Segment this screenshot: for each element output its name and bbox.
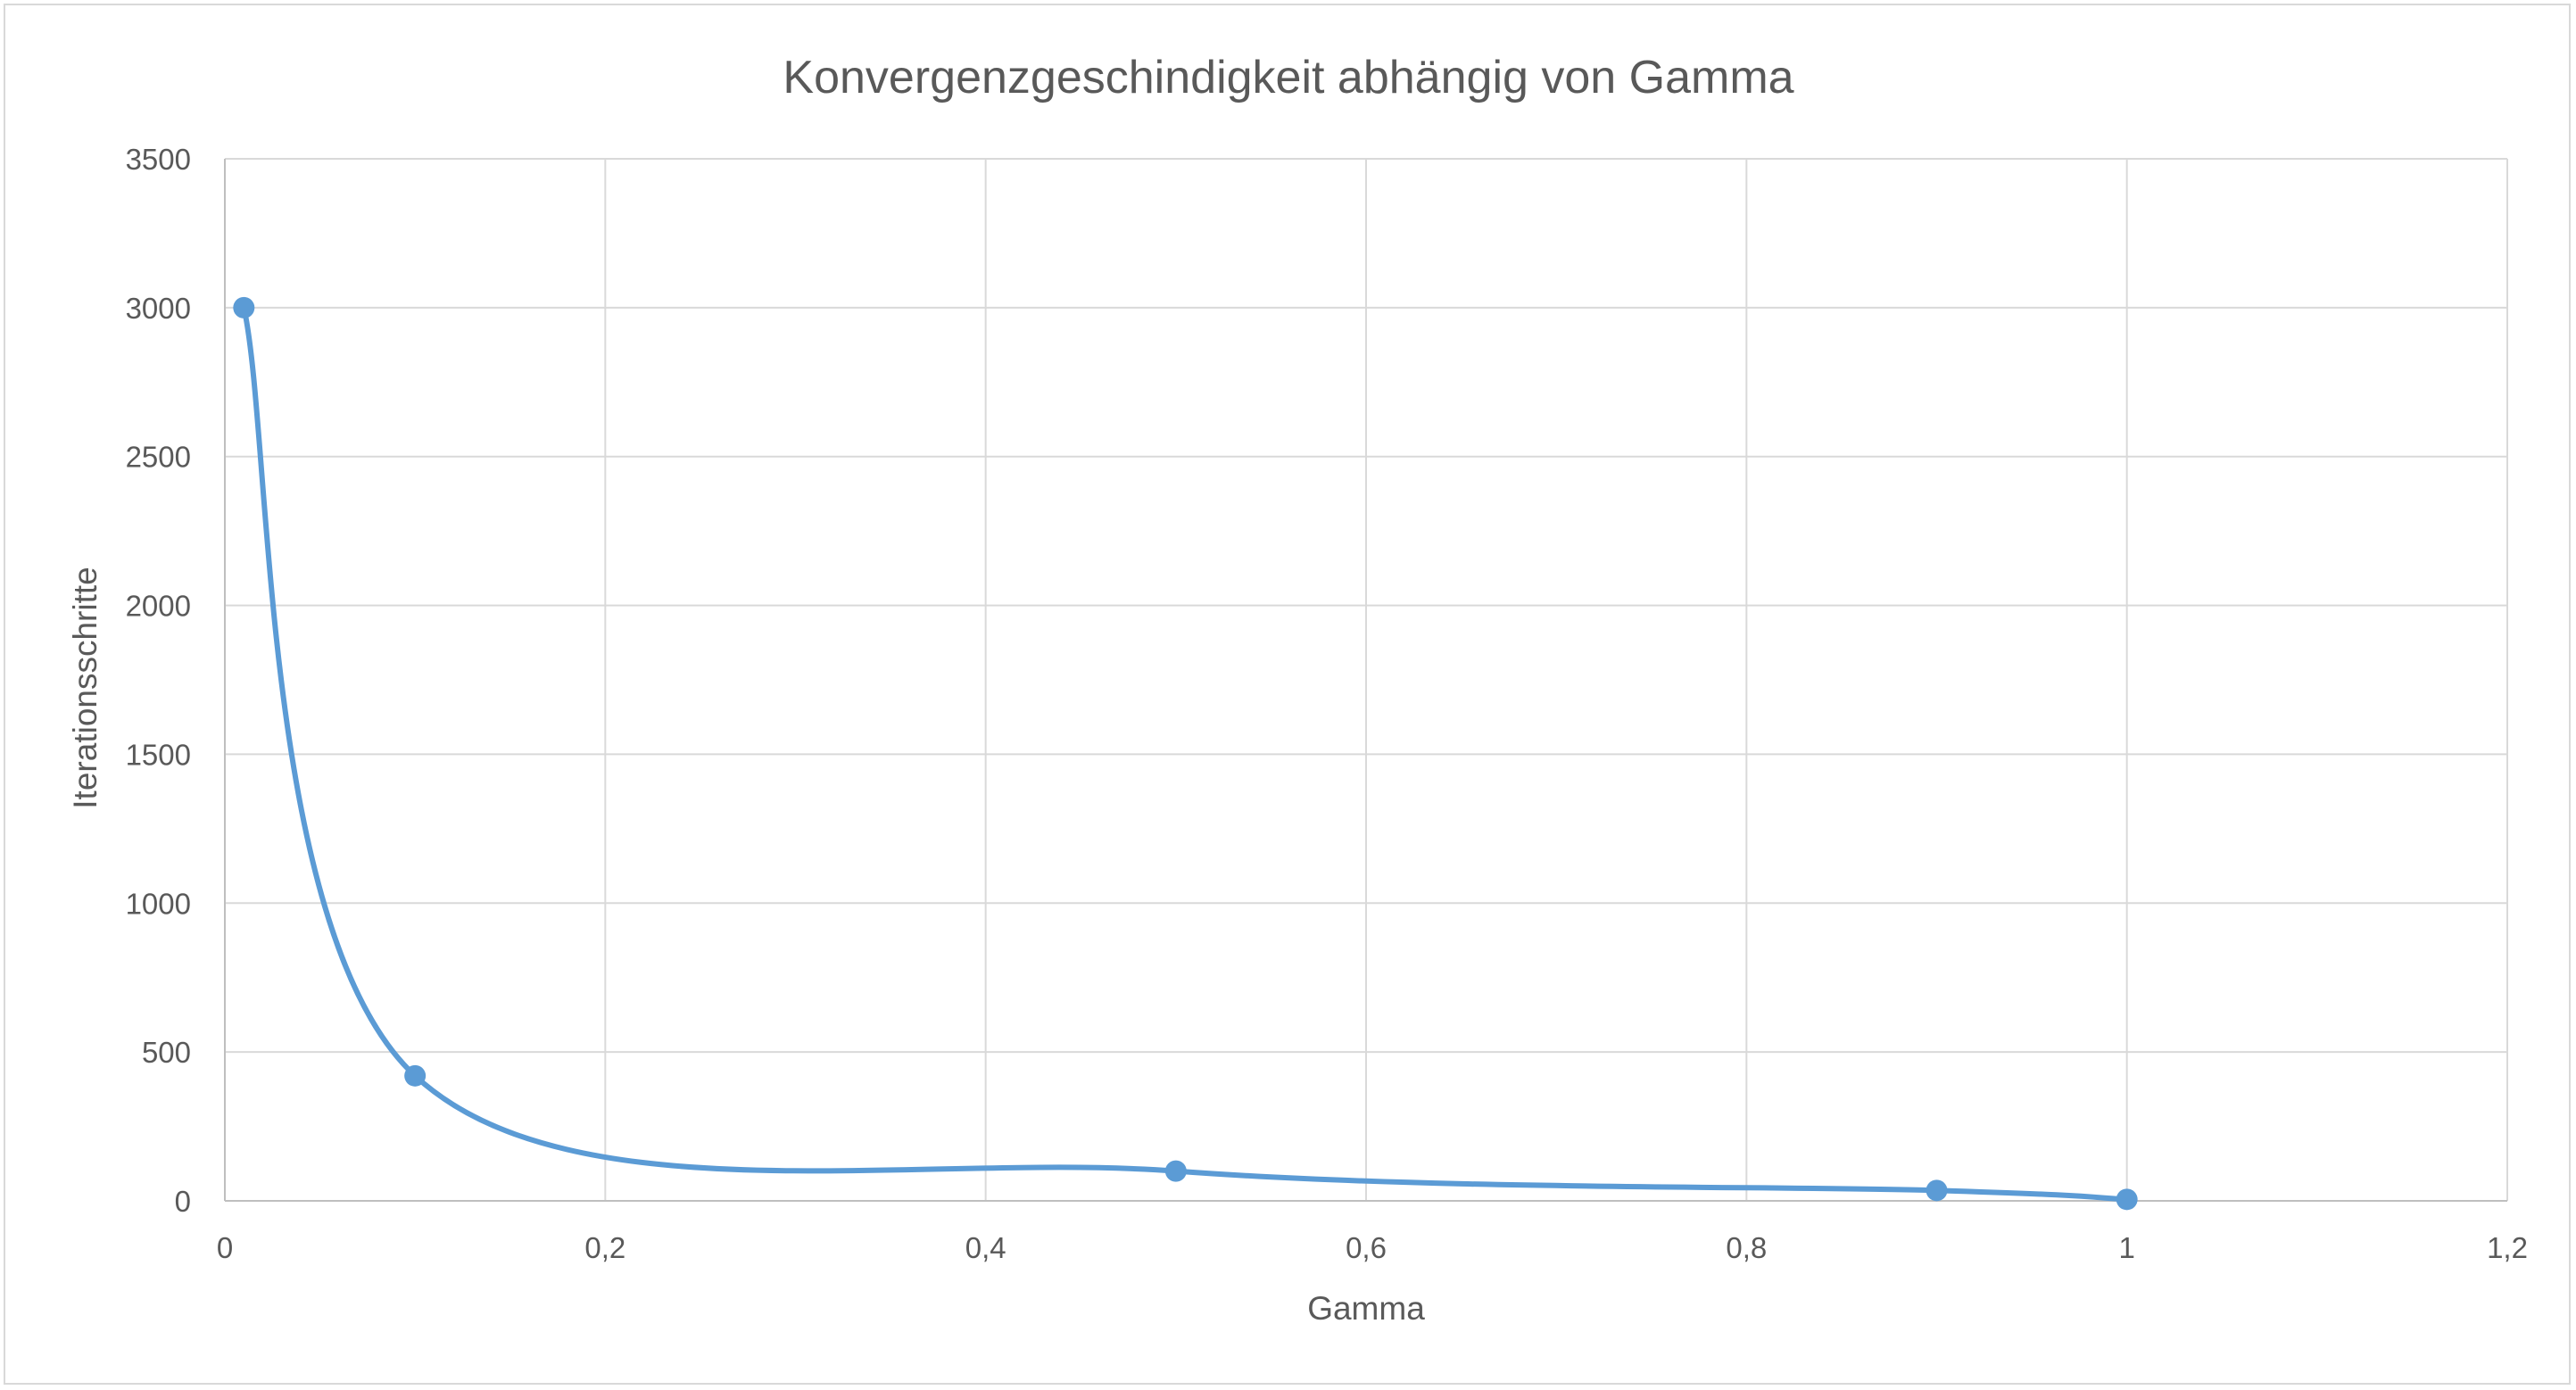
x-tick-label: 0,4 [965, 1231, 1006, 1264]
y-tick-label: 3500 [126, 143, 191, 176]
x-axis-title: Gamma [1307, 1290, 1425, 1327]
data-point [2116, 1188, 2138, 1211]
x-tick-label: 1,2 [2487, 1231, 2528, 1264]
x-tick-label: 1 [2118, 1231, 2134, 1264]
data-point [1164, 1160, 1187, 1182]
data-point [233, 296, 255, 319]
series-layer [233, 296, 2138, 1211]
y-tick-label: 2500 [126, 441, 191, 474]
y-tick-label: 500 [142, 1036, 191, 1069]
x-axis-ticks: 0 0,2 0,4 0,6 0,8 1 1,2 [217, 1231, 2528, 1264]
data-point [1926, 1179, 1948, 1202]
y-tick-label: 0 [175, 1185, 191, 1218]
y-tick-label: 1500 [126, 738, 191, 771]
data-point [404, 1064, 427, 1087]
y-axis-title: Iterationsschritte [67, 567, 104, 808]
x-tick-label: 0 [217, 1231, 233, 1264]
chart-title: Konvergenzgeschindigkeit abhängig von Ga… [783, 52, 1793, 103]
x-tick-label: 0,2 [584, 1231, 625, 1264]
gridlines [225, 158, 2508, 1201]
scatter-chart: Konvergenzgeschindigkeit abhängig von Ga… [67, 52, 2528, 1327]
x-tick-label: 0,8 [1726, 1231, 1767, 1264]
y-tick-label: 2000 [126, 590, 191, 623]
y-tick-label: 1000 [126, 887, 191, 920]
x-tick-label: 0,6 [1346, 1231, 1387, 1264]
chart-container: Konvergenzgeschindigkeit abhängig von Ga… [4, 4, 2571, 1385]
y-axis-ticks: 0 500 1000 1500 2000 2500 3000 3500 [126, 143, 191, 1218]
y-tick-label: 3000 [126, 292, 191, 325]
series-line [241, 304, 2130, 1203]
